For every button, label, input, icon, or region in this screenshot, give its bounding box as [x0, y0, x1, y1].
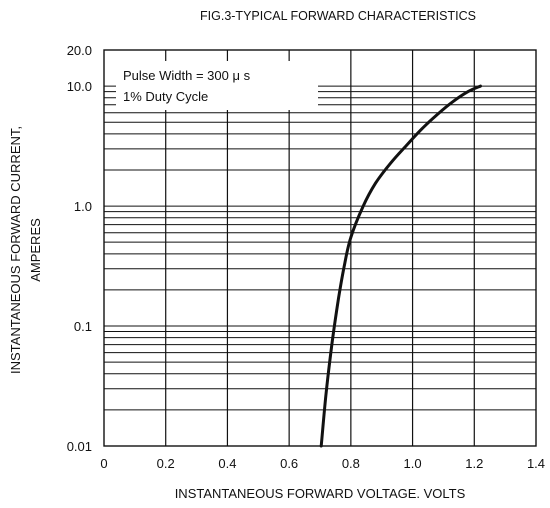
x-tick-label: 0.8 [342, 456, 360, 471]
annotation-line-2: 1% Duty Cycle [123, 89, 208, 104]
grid-lines [104, 50, 536, 446]
y-tick-label: 0.1 [74, 319, 92, 334]
series-line [319, 84, 482, 448]
y-tick-label: 10.0 [67, 79, 92, 94]
annotation-line-1: Pulse Width = 300 μ s [123, 68, 251, 83]
annotation-box [116, 61, 318, 110]
x-tick-label: 0 [100, 456, 107, 471]
x-tick-label: 1.0 [404, 456, 422, 471]
y-tick-label: 0.01 [67, 439, 92, 454]
x-tick-label: 1.2 [465, 456, 483, 471]
x-tick-label: 0.4 [218, 456, 236, 471]
x-tick-labels: 0 0.2 0.4 0.6 0.8 1.0 1.2 1.4 [100, 456, 545, 471]
x-tick-label: 1.4 [527, 456, 545, 471]
y-tick-label: 1.0 [74, 199, 92, 214]
x-tick-label: 0.2 [157, 456, 175, 471]
y-tick-label: 20.0 [67, 43, 92, 58]
x-tick-label: 0.6 [280, 456, 298, 471]
y-axis-label-line-2: AMPERES [28, 218, 43, 282]
chart-title: FIG.3-TYPICAL FORWARD CHARACTERISTICS [200, 9, 476, 23]
x-axis-label: INSTANTANEOUS FORWARD VOLTAGE. VOLTS [175, 486, 466, 501]
y-axis-label-line-1: INSTANTANEOUS FORWARD CURRENT, [8, 126, 23, 374]
y-tick-labels: 0.01 0.1 1.0 10.0 20.0 [67, 43, 92, 454]
